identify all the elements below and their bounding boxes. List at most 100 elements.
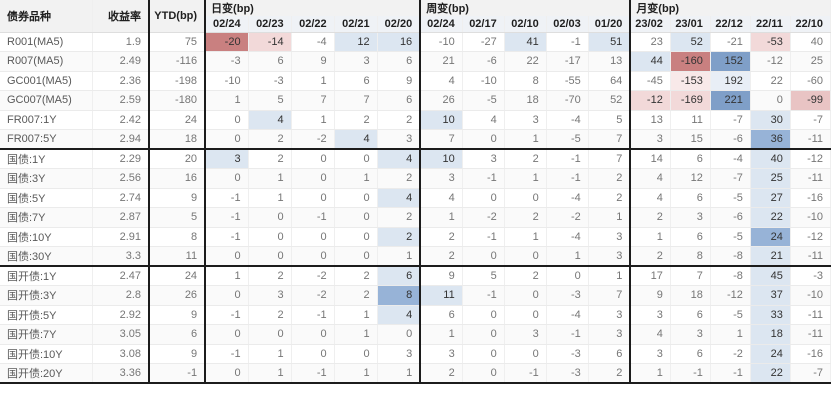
monthly-cell-3: 25 <box>750 168 791 189</box>
table-row-国债:7Y: 国债:7Y 2.87 5 -1 0 -1 0 2 1 -2 2 -2 1 2 3 -6 22 -10 <box>0 207 831 228</box>
monthly-cell-3: 40 <box>750 149 791 169</box>
weekly-cell-3: -3 <box>546 363 589 384</box>
weekly-cell-1: -5 <box>462 90 505 111</box>
yield-cell: 1.9 <box>92 32 151 52</box>
weekly-cell-3: -1 <box>546 149 589 169</box>
weekly-cell-1: 0 <box>462 363 505 384</box>
row-label: 国债:7Y <box>0 207 93 228</box>
weekly-cell-3: 0 <box>546 266 589 286</box>
weekly-cell-0: 4 <box>420 188 463 208</box>
monthly-cell-0: 3 <box>630 344 671 364</box>
weekly-cell-2: 0 <box>504 344 547 364</box>
weekly-cell-1: 3 <box>462 149 505 169</box>
weekly-cell-4: 1 <box>588 266 632 286</box>
daily-cell-4: 3 <box>377 129 422 150</box>
monthly-cell-1: 6 <box>670 305 711 325</box>
date-header-monthly-4: 22/10 <box>790 16 831 33</box>
daily-cell-4: 9 <box>377 71 422 91</box>
weekly-cell-3: -3 <box>546 285 589 306</box>
monthly-cell-2: -6 <box>710 207 751 228</box>
weekly-cell-0: 2 <box>420 246 463 267</box>
table-row-国债:1Y: 国债:1Y 2.29 20 3 2 0 0 4 10 3 2 -1 7 14 6 -4 40 -12 <box>0 149 831 169</box>
weekly-cell-2: 1 <box>504 129 547 150</box>
weekly-cell-1: -6 <box>462 51 505 72</box>
row-label: R007(MA5) <box>0 51 93 72</box>
daily-cell-0: 1 <box>205 90 249 111</box>
monthly-cell-4: -60 <box>790 71 831 91</box>
weekly-cell-1: 0 <box>462 246 505 267</box>
daily-cell-3: 12 <box>334 32 378 52</box>
daily-cell-0: -10 <box>205 71 249 91</box>
monthly-cell-3: 18 <box>750 324 791 345</box>
group-header-daily-change: 日变(bp) <box>205 0 422 16</box>
monthly-cell-4: -10 <box>790 207 831 228</box>
daily-cell-4: 1 <box>377 363 422 384</box>
row-label: 国开债:20Y <box>0 363 93 384</box>
weekly-cell-4: 7 <box>588 149 632 169</box>
weekly-cell-1: -27 <box>462 32 505 52</box>
weekly-cell-0: 9 <box>420 266 463 286</box>
ytd-cell: 8 <box>149 227 207 247</box>
weekly-cell-2: 41 <box>504 32 547 52</box>
daily-cell-2: 0 <box>291 188 335 208</box>
daily-cell-3: 2 <box>334 110 378 130</box>
daily-cell-1: 1 <box>248 188 292 208</box>
monthly-cell-1: 12 <box>670 168 711 189</box>
monthly-cell-0: 1 <box>630 227 671 247</box>
weekly-cell-3: -4 <box>546 110 589 130</box>
monthly-cell-4: -7 <box>790 110 831 130</box>
daily-cell-3: 0 <box>334 344 378 364</box>
monthly-cell-1: 7 <box>670 266 711 286</box>
daily-cell-4: 4 <box>377 305 422 325</box>
daily-cell-0: -3 <box>205 51 249 72</box>
daily-cell-0: 1 <box>205 266 249 286</box>
daily-cell-3: 1 <box>334 168 378 189</box>
date-header-daily-0: 02/24 <box>205 16 249 33</box>
daily-cell-2: 1 <box>291 110 335 130</box>
col-header-yield: 收益率 <box>92 0 151 33</box>
table-row-国债:30Y: 国债:30Y 3.3 11 0 0 0 0 1 2 0 0 1 3 2 8 -8 21 -11 <box>0 246 831 267</box>
daily-cell-3: 3 <box>334 51 378 72</box>
weekly-cell-0: 21 <box>420 51 463 72</box>
monthly-cell-1: -153 <box>670 71 711 91</box>
weekly-cell-2: 0 <box>504 246 547 267</box>
weekly-cell-0: 2 <box>420 227 463 247</box>
daily-cell-2: -2 <box>291 129 335 150</box>
weekly-cell-4: 7 <box>588 129 632 150</box>
weekly-cell-3: -1 <box>546 168 589 189</box>
weekly-cell-0: -10 <box>420 32 463 52</box>
header-group-row: 债券品种 收益率 YTD(bp) 日变(bp) 周变(bp) 月变(bp) <box>0 0 831 33</box>
daily-cell-0: 0 <box>205 324 249 345</box>
daily-cell-3: 6 <box>334 71 378 91</box>
monthly-cell-2: -12 <box>710 285 751 306</box>
yield-cell: 2.92 <box>92 305 151 325</box>
monthly-cell-3: 22 <box>750 71 791 91</box>
weekly-cell-2: 0 <box>504 285 547 306</box>
daily-cell-0: -1 <box>205 305 249 325</box>
weekly-cell-0: 1 <box>420 207 463 228</box>
daily-cell-3: 7 <box>334 90 378 111</box>
daily-cell-0: -20 <box>205 32 249 52</box>
weekly-cell-2: 2 <box>504 149 547 169</box>
monthly-cell-0: 23 <box>630 32 671 52</box>
row-label: 国开债:5Y <box>0 305 93 325</box>
monthly-cell-2: -2 <box>710 344 751 364</box>
weekly-cell-0: 4 <box>420 71 463 91</box>
daily-cell-4: 2 <box>377 227 422 247</box>
col-header-ytd: YTD(bp) <box>149 0 207 33</box>
weekly-cell-4: 5 <box>588 110 632 130</box>
date-header-monthly-2: 22/12 <box>710 16 751 33</box>
weekly-cell-1: 5 <box>462 266 505 286</box>
daily-cell-0: -1 <box>205 207 249 228</box>
weekly-cell-1: 4 <box>462 110 505 130</box>
daily-cell-1: 0 <box>248 227 292 247</box>
weekly-cell-1: 0 <box>462 344 505 364</box>
monthly-cell-3: 33 <box>750 305 791 325</box>
weekly-cell-4: 52 <box>588 90 632 111</box>
table-row-R007(MA5): R007(MA5) 2.49 -116 -3 6 9 3 6 21 -6 22 -17 13 44 -160… <box>0 51 831 72</box>
monthly-cell-1: -1 <box>670 363 711 384</box>
date-header-weekly-0: 02/24 <box>420 16 463 33</box>
ytd-cell: 6 <box>149 324 207 345</box>
date-header-weekly-1: 02/17 <box>462 16 505 33</box>
monthly-cell-1: 6 <box>670 188 711 208</box>
